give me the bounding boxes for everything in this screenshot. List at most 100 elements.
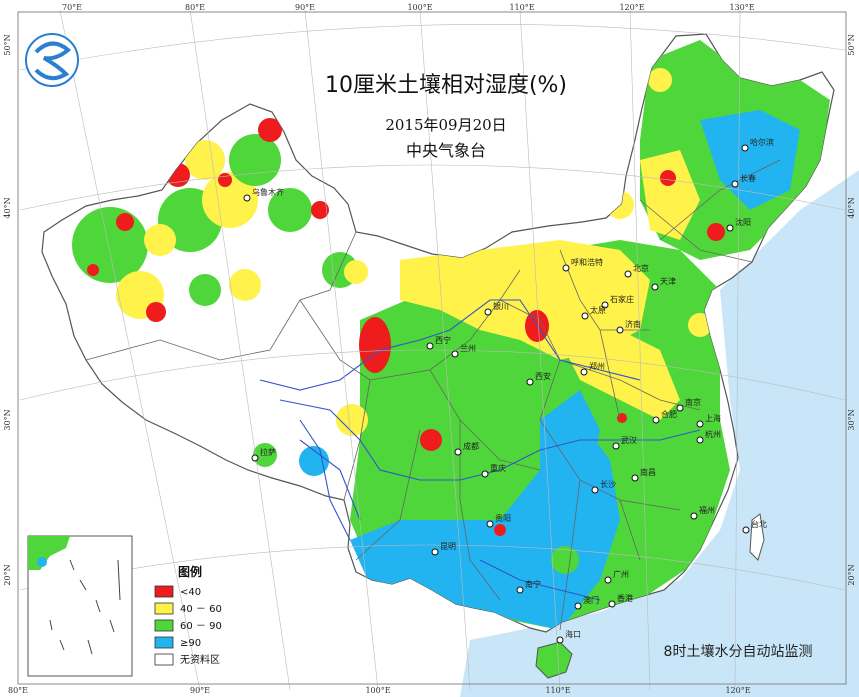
lat-labels-right: 50°N 40°N 30°N 20°N bbox=[847, 34, 856, 585]
lon-label-bottom: 80°E bbox=[8, 686, 28, 695]
city-label: 重庆 bbox=[490, 463, 506, 473]
legend-item: <40 bbox=[154, 585, 201, 598]
lon-label-top: 90°E bbox=[295, 3, 315, 12]
legend-swatch bbox=[154, 653, 174, 666]
lon-label-bottom: 110°E bbox=[545, 686, 570, 695]
city-label: 哈尔滨 bbox=[750, 137, 774, 147]
lat-label-right: 50°N bbox=[847, 34, 856, 55]
sea-area bbox=[460, 170, 859, 697]
lon-label-top: 130°E bbox=[729, 3, 754, 12]
lat-label-right: 40°N bbox=[847, 197, 856, 218]
legend-item: 40 － 60 bbox=[154, 602, 222, 615]
city-label: 南昌 bbox=[640, 467, 656, 477]
city-dot bbox=[742, 526, 750, 534]
city-dot bbox=[616, 326, 624, 334]
city-dot bbox=[251, 454, 259, 462]
taiwan-island bbox=[749, 513, 765, 561]
lat-label-left: 20°N bbox=[3, 564, 12, 585]
city-marker: 沈阳 bbox=[726, 217, 751, 232]
city-dot bbox=[604, 576, 612, 584]
map-agency: 中央气象台 bbox=[406, 141, 486, 160]
lat-label-left: 50°N bbox=[3, 34, 12, 55]
graticule bbox=[19, 9, 846, 691]
city-dot bbox=[624, 270, 632, 278]
city-dot bbox=[676, 404, 684, 412]
city-marker: 广州 bbox=[604, 569, 629, 584]
city-label: 天津 bbox=[660, 276, 676, 286]
city-marker: 海口 bbox=[556, 629, 581, 644]
city-label: 武汉 bbox=[621, 435, 637, 445]
city-marker: 上海 bbox=[696, 413, 721, 428]
moisture-field bbox=[72, 40, 830, 630]
city-marker: 贵阳 bbox=[486, 513, 511, 528]
city-marker: 西宁 bbox=[426, 335, 451, 350]
map-frame bbox=[17, 11, 847, 685]
city-label: 台北 bbox=[751, 519, 767, 529]
city-marker: 重庆 bbox=[481, 463, 506, 478]
city-dot bbox=[454, 448, 462, 456]
legend-label: 60 － 90 bbox=[180, 621, 222, 632]
city-label: 成都 bbox=[463, 441, 479, 451]
city-label: 杭州 bbox=[705, 429, 721, 439]
city-dot bbox=[243, 194, 251, 202]
city-label: 太原 bbox=[590, 305, 606, 315]
lat-label-left: 30°N bbox=[3, 409, 12, 430]
city-dot bbox=[741, 144, 749, 152]
city-label: 合肥 bbox=[661, 409, 677, 419]
city-label: 海口 bbox=[565, 629, 581, 639]
city-label: 昆明 bbox=[440, 542, 456, 551]
city-label: 乌鲁木齐 bbox=[252, 187, 284, 197]
city-label: 长沙 bbox=[600, 479, 616, 489]
city-label: 郑州 bbox=[589, 361, 605, 371]
city-dot bbox=[451, 350, 459, 358]
legend-label: ≥90 bbox=[180, 638, 201, 649]
city-label: 呼和浩特 bbox=[571, 257, 603, 267]
city-dot bbox=[696, 436, 704, 444]
city-label: 南京 bbox=[685, 397, 701, 407]
city-dot bbox=[581, 312, 589, 320]
lat-label-right: 20°N bbox=[847, 564, 856, 585]
lon-label-bottom: 90°E bbox=[190, 686, 210, 695]
legend-item: 60 － 90 bbox=[154, 619, 222, 632]
province-borders bbox=[85, 159, 781, 631]
city-dot bbox=[426, 342, 434, 350]
city-label: 上海 bbox=[705, 413, 721, 423]
city-label: 北京 bbox=[633, 263, 649, 273]
city-dot bbox=[486, 520, 494, 528]
city-dot bbox=[651, 283, 659, 291]
city-label: 香港 bbox=[617, 593, 633, 603]
legend-title: 图例 bbox=[178, 564, 202, 579]
legend-item: ≥90 bbox=[154, 636, 201, 649]
city-marker: 台北 bbox=[742, 519, 767, 534]
lon-label-top: 110°E bbox=[509, 3, 534, 12]
city-label: 南宁 bbox=[525, 579, 541, 589]
city-marker: 香港 bbox=[608, 593, 633, 608]
city-dot bbox=[608, 600, 616, 608]
rivers bbox=[259, 299, 701, 601]
city-marker: 济南 bbox=[616, 319, 641, 334]
city-marker: 澳门 bbox=[574, 595, 599, 610]
city-label: 澳门 bbox=[583, 595, 599, 605]
city-dot bbox=[696, 420, 704, 428]
city-label: 沈阳 bbox=[735, 217, 751, 227]
city-dot bbox=[562, 264, 570, 272]
city-marker: 太原 bbox=[581, 305, 606, 320]
city-marker: 杭州 bbox=[696, 429, 721, 444]
lon-label-top: 120°E bbox=[619, 3, 644, 12]
city-dot bbox=[601, 301, 609, 309]
legend: 图例 <40 40 － 60 60 － 90 ≥90 无资料区 bbox=[154, 564, 222, 666]
lon-label-bottom: 100°E bbox=[365, 686, 390, 695]
map-title: 10厘米土壤相对湿度(%) bbox=[325, 73, 567, 98]
lat-labels-left: 50°N 40°N 30°N 20°N bbox=[3, 34, 12, 585]
city-label: 兰州 bbox=[460, 343, 476, 353]
legend-swatch bbox=[154, 619, 174, 632]
city-dot bbox=[484, 308, 492, 316]
city-label: 西安 bbox=[535, 371, 551, 381]
lat-label-right: 30°N bbox=[847, 409, 856, 430]
city-marker: 武汉 bbox=[612, 435, 637, 450]
city-marker: 成都 bbox=[454, 441, 479, 456]
lon-labels-bottom: 80°E 90°E 100°E 110°E 120°E bbox=[8, 686, 751, 695]
lat-label-left: 40°N bbox=[3, 197, 12, 218]
